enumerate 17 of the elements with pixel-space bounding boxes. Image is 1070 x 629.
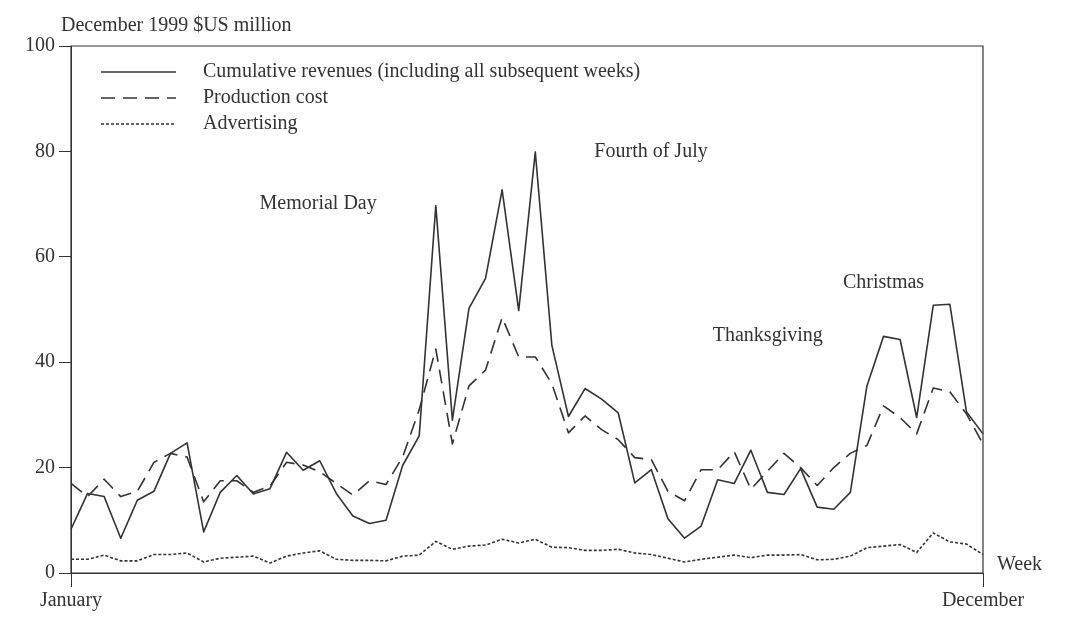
y-tick-label: 20 xyxy=(35,454,55,477)
annotation: Christmas xyxy=(843,270,925,293)
y-tick-label: 0 xyxy=(45,560,55,583)
y-tick-label: 60 xyxy=(35,244,55,267)
annotation: Memorial Day xyxy=(259,191,377,215)
legend-label: Cumulative revenues (including all subsequent weeks) xyxy=(203,59,641,83)
y-tick-label: 40 xyxy=(35,349,55,372)
x-tick-label: December xyxy=(941,588,1025,611)
legend-label: Advertising xyxy=(203,111,298,135)
x-tick-label: January xyxy=(39,588,103,612)
legend-label: Production cost xyxy=(203,85,329,108)
y-tick-label: 100 xyxy=(25,33,55,56)
y-tick-label: 80 xyxy=(35,138,55,161)
annotation: Fourth of July xyxy=(594,138,708,162)
annotation: Thanksgiving xyxy=(712,323,823,347)
y-axis-title: December 1999 $US million xyxy=(61,13,292,36)
x-axis-title: Week xyxy=(997,552,1043,575)
